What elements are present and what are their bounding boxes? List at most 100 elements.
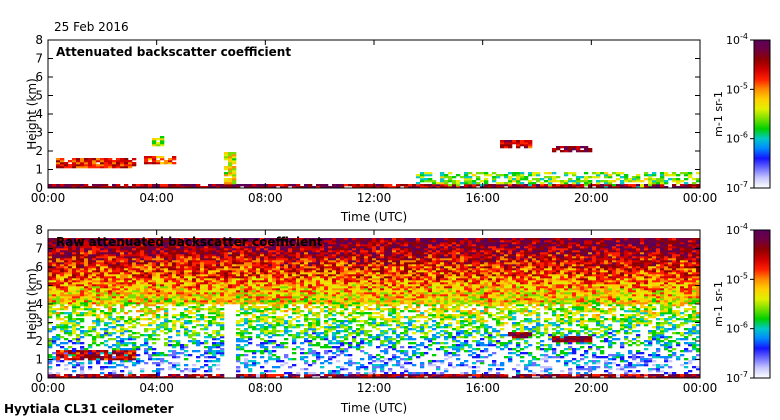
heatmap-cell bbox=[240, 250, 245, 253]
heatmap-cell bbox=[192, 376, 197, 379]
heatmap-cell bbox=[356, 278, 361, 281]
heatmap-cell bbox=[84, 296, 89, 299]
heatmap-cell bbox=[288, 262, 293, 265]
heatmap-cell bbox=[116, 184, 121, 187]
heatmap-cell bbox=[236, 310, 241, 313]
heatmap-cell bbox=[364, 286, 369, 289]
heatmap-cell bbox=[176, 288, 181, 291]
heatmap-cell bbox=[256, 258, 261, 261]
heatmap-cell bbox=[148, 260, 153, 263]
heatmap-cell bbox=[100, 240, 105, 243]
heatmap-cell bbox=[188, 186, 193, 189]
heatmap-cell bbox=[368, 358, 373, 361]
heatmap-cell bbox=[164, 286, 169, 289]
panel-raw: Raw attenuated backscatter coefficient 0… bbox=[25, 223, 717, 415]
heatmap-cell bbox=[180, 254, 185, 257]
heatmap-cell bbox=[356, 292, 361, 295]
heatmap-cell bbox=[48, 238, 53, 241]
heatmap-cell bbox=[144, 240, 149, 243]
heatmap-cell bbox=[208, 316, 213, 319]
heatmap-cell bbox=[212, 338, 217, 341]
heatmap-cell bbox=[216, 272, 221, 275]
heatmap-cell bbox=[620, 186, 625, 189]
heatmap-cell bbox=[104, 260, 109, 263]
heatmap-cell bbox=[308, 254, 313, 257]
heatmap-cell bbox=[316, 244, 321, 247]
heatmap-cell bbox=[132, 298, 137, 301]
heatmap-cell bbox=[212, 316, 217, 319]
heatmap-cell bbox=[116, 350, 121, 353]
heatmap-cell bbox=[340, 262, 345, 265]
heatmap-cell bbox=[72, 364, 77, 367]
heatmap-cell bbox=[220, 274, 225, 277]
heatmap-cell bbox=[168, 300, 173, 303]
heatmap-cell bbox=[148, 310, 153, 313]
heatmap-cell bbox=[120, 276, 125, 279]
heatmap-cell bbox=[104, 302, 109, 305]
heatmap-cell bbox=[212, 256, 217, 259]
heatmap-cell bbox=[100, 292, 105, 295]
heatmap-cell bbox=[264, 240, 269, 243]
heatmap-cell bbox=[308, 264, 313, 267]
heatmap-cell bbox=[84, 184, 89, 187]
heatmap-cell bbox=[200, 246, 205, 249]
heatmap-cell bbox=[88, 286, 93, 289]
heatmap-cell bbox=[236, 270, 241, 273]
heatmap-cell bbox=[272, 186, 277, 189]
heatmap-cell bbox=[260, 270, 265, 273]
heatmap-cell bbox=[68, 362, 73, 365]
heatmap-cell bbox=[240, 266, 245, 269]
heatmap-cell bbox=[252, 258, 257, 261]
heatmap-cell bbox=[228, 170, 233, 173]
heatmap-cell bbox=[364, 338, 369, 341]
heatmap-cell bbox=[300, 282, 305, 285]
heatmap-cell bbox=[520, 174, 525, 177]
heatmap-cell bbox=[316, 258, 321, 261]
heatmap-cell bbox=[108, 272, 113, 275]
heatmap-cell bbox=[148, 278, 153, 281]
heatmap-cell bbox=[284, 274, 289, 277]
heatmap-cell bbox=[356, 312, 361, 315]
heatmap-cell bbox=[188, 372, 193, 375]
heatmap-cell bbox=[52, 292, 57, 295]
heatmap-cell bbox=[240, 348, 245, 351]
heatmap-cell bbox=[364, 320, 369, 323]
heatmap-cell bbox=[48, 274, 53, 277]
heatmap-cell bbox=[332, 298, 337, 301]
heatmap-cell bbox=[60, 260, 65, 263]
heatmap-cell bbox=[284, 268, 289, 271]
heatmap-cell bbox=[332, 314, 337, 317]
heatmap-cell bbox=[284, 266, 289, 269]
heatmap-cell bbox=[536, 180, 541, 183]
heatmap-cell bbox=[356, 346, 361, 349]
heatmap-cell bbox=[88, 374, 93, 377]
heatmap-cell bbox=[356, 328, 361, 331]
heatmap-cell bbox=[88, 270, 93, 273]
heatmap-cell bbox=[356, 290, 361, 293]
heatmap-cell bbox=[56, 372, 61, 375]
heatmap-cell bbox=[324, 258, 329, 261]
heatmap-cell bbox=[224, 296, 229, 299]
heatmap-cell bbox=[104, 300, 109, 303]
heatmap-cell bbox=[604, 182, 609, 185]
heatmap-cell bbox=[340, 240, 345, 243]
heatmap-cell bbox=[268, 260, 273, 263]
heatmap-cell bbox=[156, 156, 161, 159]
heatmap-cell bbox=[260, 278, 265, 281]
heatmap-cell bbox=[76, 358, 81, 361]
heatmap-cell bbox=[124, 358, 129, 361]
heatmap-cell bbox=[208, 250, 213, 253]
heatmap-cell bbox=[140, 268, 145, 271]
heatmap-cell bbox=[304, 302, 309, 305]
heatmap-cell bbox=[232, 284, 237, 287]
heatmap-cell bbox=[240, 338, 245, 341]
heatmap-cell bbox=[292, 278, 297, 281]
heatmap-cell bbox=[636, 184, 641, 187]
heatmap-cell bbox=[224, 274, 229, 277]
heatmap-cell bbox=[448, 178, 453, 181]
heatmap-cell bbox=[152, 294, 157, 297]
heatmap-cell bbox=[432, 180, 437, 183]
heatmap-cell bbox=[64, 374, 69, 377]
heatmap-cell bbox=[336, 324, 341, 327]
heatmap-cell bbox=[264, 266, 269, 269]
